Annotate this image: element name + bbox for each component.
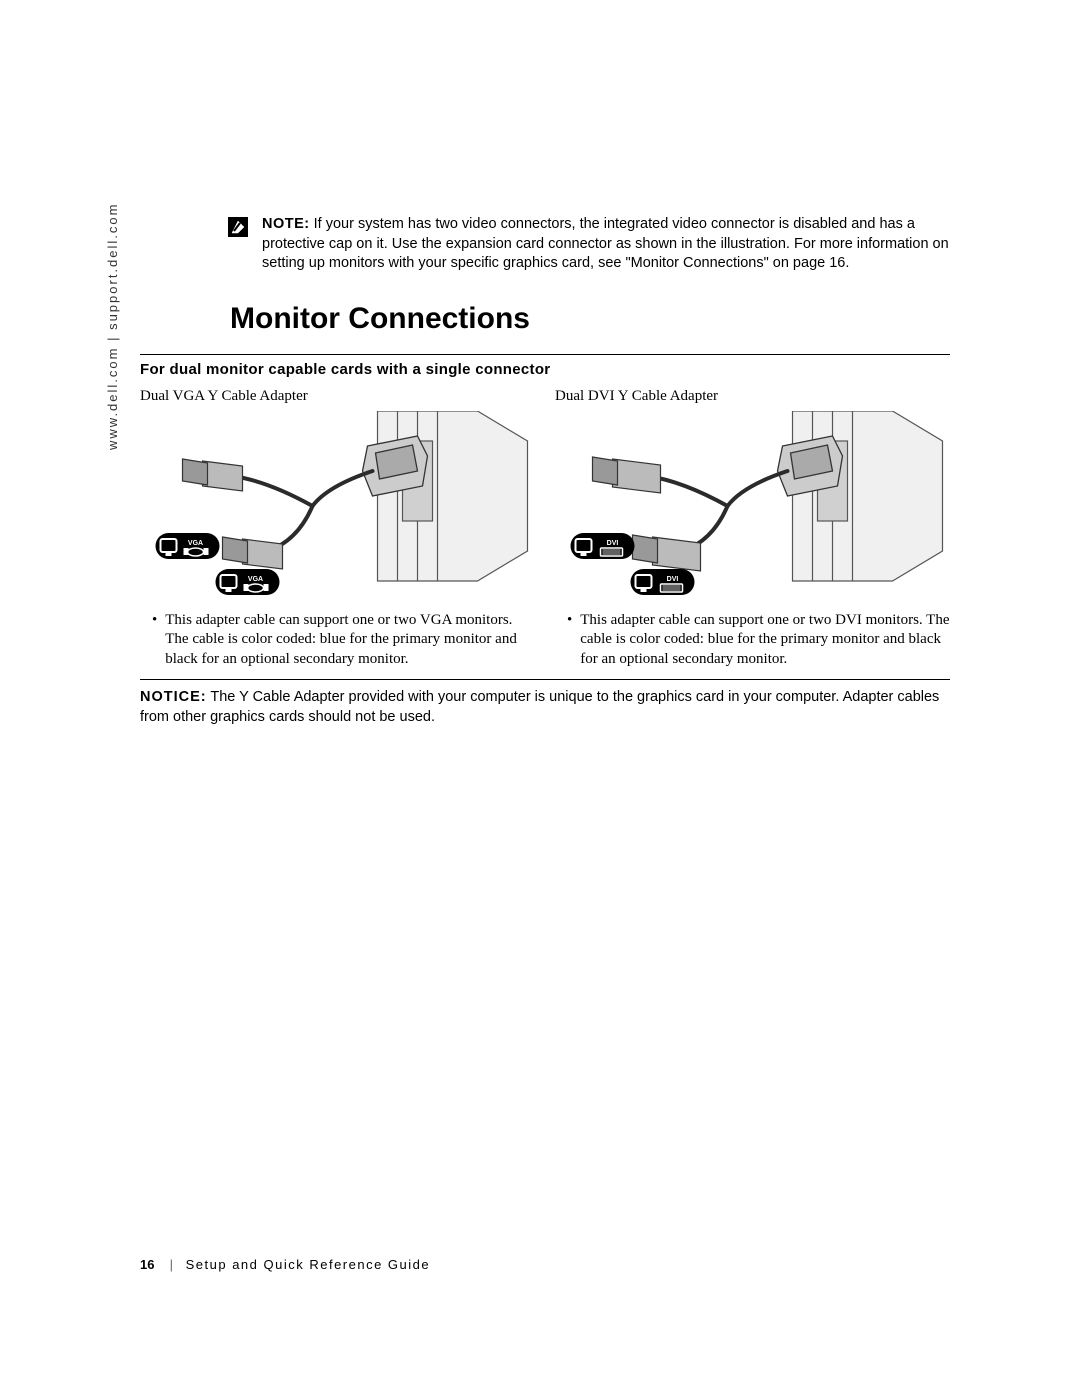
notice-block: NOTICE: The Y Cable Adapter provided wit…: [140, 688, 950, 727]
bullet-text-dvi: This adapter cable can support one or tw…: [580, 611, 950, 670]
diagram-vga: VGA VGA: [140, 411, 535, 601]
sidebar-url: www.dell.com | support.dell.com: [105, 203, 120, 450]
svg-text:DVI: DVI: [667, 576, 679, 583]
rule-bottom: [140, 679, 950, 680]
bullet-dot: •: [567, 611, 572, 631]
page-number: 16: [140, 1257, 154, 1272]
footer-doc-title: Setup and Quick Reference Guide: [186, 1257, 431, 1272]
bullet-dvi: • This adapter cable can support one or …: [555, 611, 950, 670]
rule-top: [140, 354, 950, 355]
subheading: For dual monitor capable cards with a si…: [140, 361, 950, 378]
diagram-dvi: DVI DVI: [555, 411, 950, 601]
column-vga: Dual VGA Y Cable Adapter: [140, 388, 535, 670]
notice-label: NOTICE:: [140, 689, 207, 705]
bullet-text-vga: This adapter cable can support one or tw…: [165, 611, 535, 670]
note-block: NOTE: If your system has two video conne…: [140, 215, 950, 274]
note-body: If your system has two video connectors,…: [262, 216, 949, 271]
column-title-dvi: Dual DVI Y Cable Adapter: [555, 388, 950, 405]
bullet-vga: • This adapter cable can support one or …: [140, 611, 535, 670]
svg-text:VGA: VGA: [248, 576, 263, 583]
note-label: NOTE:: [262, 216, 310, 232]
column-title-vga: Dual VGA Y Cable Adapter: [140, 388, 535, 405]
footer-separator: |: [170, 1257, 175, 1272]
svg-text:VGA: VGA: [188, 540, 203, 547]
page-footer: 16 | Setup and Quick Reference Guide: [140, 1257, 430, 1272]
svg-text:DVI: DVI: [607, 540, 619, 547]
column-dvi: Dual DVI Y Cable Adapter: [555, 388, 950, 670]
note-icon: [228, 217, 248, 237]
two-column-layout: Dual VGA Y Cable Adapter: [140, 388, 950, 670]
bullet-dot: •: [152, 611, 157, 631]
notice-body: The Y Cable Adapter provided with your c…: [140, 689, 939, 725]
note-text: NOTE: If your system has two video conne…: [262, 215, 950, 274]
section-title: Monitor Connections: [230, 302, 950, 336]
page-content: NOTE: If your system has two video conne…: [140, 215, 950, 727]
